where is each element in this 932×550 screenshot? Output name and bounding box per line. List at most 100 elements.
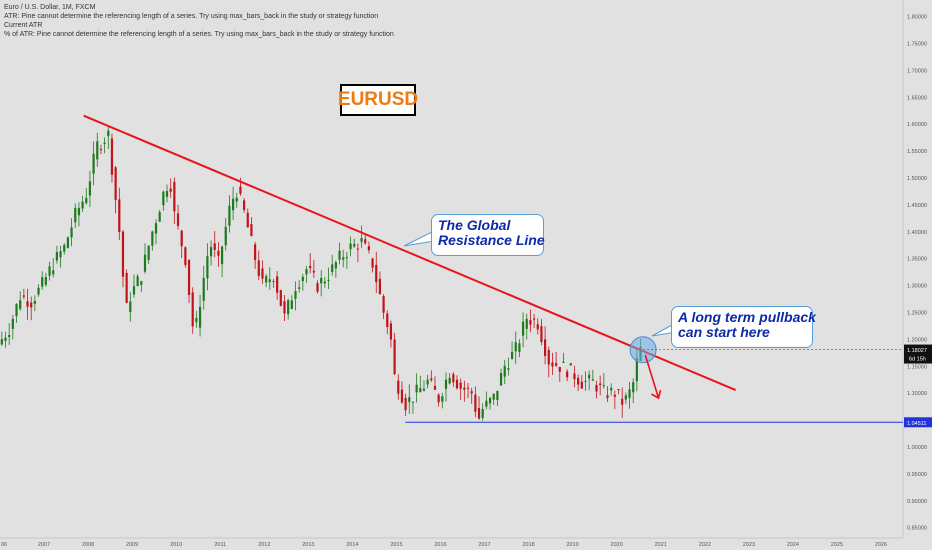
- candle-body[interactable]: [85, 197, 88, 203]
- candle-body[interactable]: [103, 142, 106, 144]
- candle-body[interactable]: [195, 318, 198, 323]
- candle-body[interactable]: [613, 394, 616, 397]
- candle-body[interactable]: [558, 367, 561, 372]
- candle-body[interactable]: [44, 277, 47, 285]
- candle-body[interactable]: [529, 320, 532, 325]
- candle-body[interactable]: [437, 394, 440, 403]
- candle-body[interactable]: [470, 391, 473, 394]
- candle-body[interactable]: [268, 279, 271, 283]
- candle-body[interactable]: [198, 306, 202, 328]
- candle-body[interactable]: [349, 243, 352, 250]
- candle-body[interactable]: [41, 277, 44, 287]
- candle-body[interactable]: [147, 245, 150, 261]
- candle-body[interactable]: [143, 254, 147, 272]
- candle-body[interactable]: [499, 372, 503, 386]
- candle-body[interactable]: [532, 318, 536, 320]
- candle-body[interactable]: [547, 349, 550, 365]
- candle-body[interactable]: [96, 141, 99, 160]
- candle-body[interactable]: [514, 342, 517, 352]
- candle-body[interactable]: [272, 281, 275, 283]
- candle-body[interactable]: [342, 257, 345, 260]
- candle-body[interactable]: [345, 257, 348, 259]
- candle-body[interactable]: [338, 250, 341, 260]
- candle-body[interactable]: [224, 226, 227, 246]
- candle-body[interactable]: [217, 250, 220, 256]
- candle-body[interactable]: [496, 390, 499, 400]
- candle-body[interactable]: [327, 279, 330, 281]
- candle-body[interactable]: [151, 231, 154, 246]
- candle-body[interactable]: [444, 379, 448, 389]
- candle-body[interactable]: [33, 300, 36, 304]
- candle-body[interactable]: [129, 301, 132, 313]
- candle-body[interactable]: [422, 388, 426, 391]
- candle-body[interactable]: [110, 138, 114, 175]
- candle-body[interactable]: [628, 389, 631, 398]
- candle-body[interactable]: [455, 379, 459, 389]
- candle-body[interactable]: [66, 237, 70, 248]
- candle-body[interactable]: [0, 339, 3, 345]
- candle-body[interactable]: [254, 244, 257, 261]
- candle-body[interactable]: [107, 130, 110, 137]
- candle-body[interactable]: [202, 277, 205, 301]
- candle-body[interactable]: [88, 181, 92, 196]
- candle-body[interactable]: [371, 258, 374, 268]
- candle-body[interactable]: [169, 188, 172, 192]
- candle-body[interactable]: [320, 277, 323, 284]
- candle-body[interactable]: [474, 394, 477, 412]
- candle-body[interactable]: [92, 153, 95, 174]
- candle-body[interactable]: [191, 292, 194, 327]
- candle-body[interactable]: [140, 281, 143, 285]
- candle-body[interactable]: [243, 200, 246, 211]
- candle-body[interactable]: [393, 339, 396, 375]
- candle-body[interactable]: [287, 300, 290, 315]
- candle-body[interactable]: [77, 208, 81, 216]
- candle-body[interactable]: [566, 371, 569, 378]
- candle-body[interactable]: [187, 259, 191, 296]
- candle-body[interactable]: [316, 283, 319, 292]
- candle-body[interactable]: [165, 191, 169, 197]
- candle-body[interactable]: [544, 339, 547, 356]
- candle-body[interactable]: [408, 397, 411, 403]
- candle-body[interactable]: [158, 212, 161, 222]
- candle-body[interactable]: [367, 246, 371, 251]
- candle-body[interactable]: [389, 323, 393, 340]
- candle-body[interactable]: [331, 264, 334, 273]
- candle-body[interactable]: [551, 362, 554, 367]
- candle-body[interactable]: [536, 324, 539, 330]
- candle-body[interactable]: [30, 302, 33, 308]
- candle-body[interactable]: [433, 385, 437, 390]
- candle-body[interactable]: [213, 243, 216, 251]
- candle-body[interactable]: [334, 262, 337, 269]
- candle-body[interactable]: [52, 270, 55, 275]
- candle-body[interactable]: [360, 238, 363, 242]
- candle-body[interactable]: [26, 301, 29, 307]
- candle-body[interactable]: [265, 276, 268, 283]
- candle-body[interactable]: [580, 381, 583, 389]
- candle-body[interactable]: [610, 387, 613, 391]
- candle-body[interactable]: [209, 247, 213, 257]
- candle-body[interactable]: [206, 256, 209, 279]
- candle-body[interactable]: [525, 318, 528, 329]
- candle-body[interactable]: [481, 408, 484, 418]
- candle-body[interactable]: [441, 396, 444, 402]
- candle-body[interactable]: [136, 276, 139, 287]
- resistance-callout[interactable]: The Global Resistance Line: [431, 214, 545, 256]
- candle-body[interactable]: [132, 286, 136, 295]
- candle-body[interactable]: [294, 291, 297, 299]
- candle-body[interactable]: [235, 197, 238, 202]
- candle-body[interactable]: [404, 397, 407, 411]
- candle-body[interactable]: [276, 276, 279, 293]
- candle-body[interactable]: [588, 374, 591, 379]
- candle-body[interactable]: [70, 227, 73, 238]
- candle-body[interactable]: [356, 248, 359, 250]
- candle-body[interactable]: [635, 358, 638, 382]
- candle-body[interactable]: [584, 380, 587, 382]
- candle-body[interactable]: [573, 373, 576, 380]
- candle-body[interactable]: [397, 380, 400, 394]
- candle-body[interactable]: [602, 385, 605, 387]
- candle-body[interactable]: [430, 378, 433, 381]
- candle-body[interactable]: [485, 400, 488, 407]
- candle-body[interactable]: [246, 212, 249, 228]
- symbol-tag[interactable]: EURUSD: [338, 84, 418, 116]
- candle-body[interactable]: [624, 395, 627, 400]
